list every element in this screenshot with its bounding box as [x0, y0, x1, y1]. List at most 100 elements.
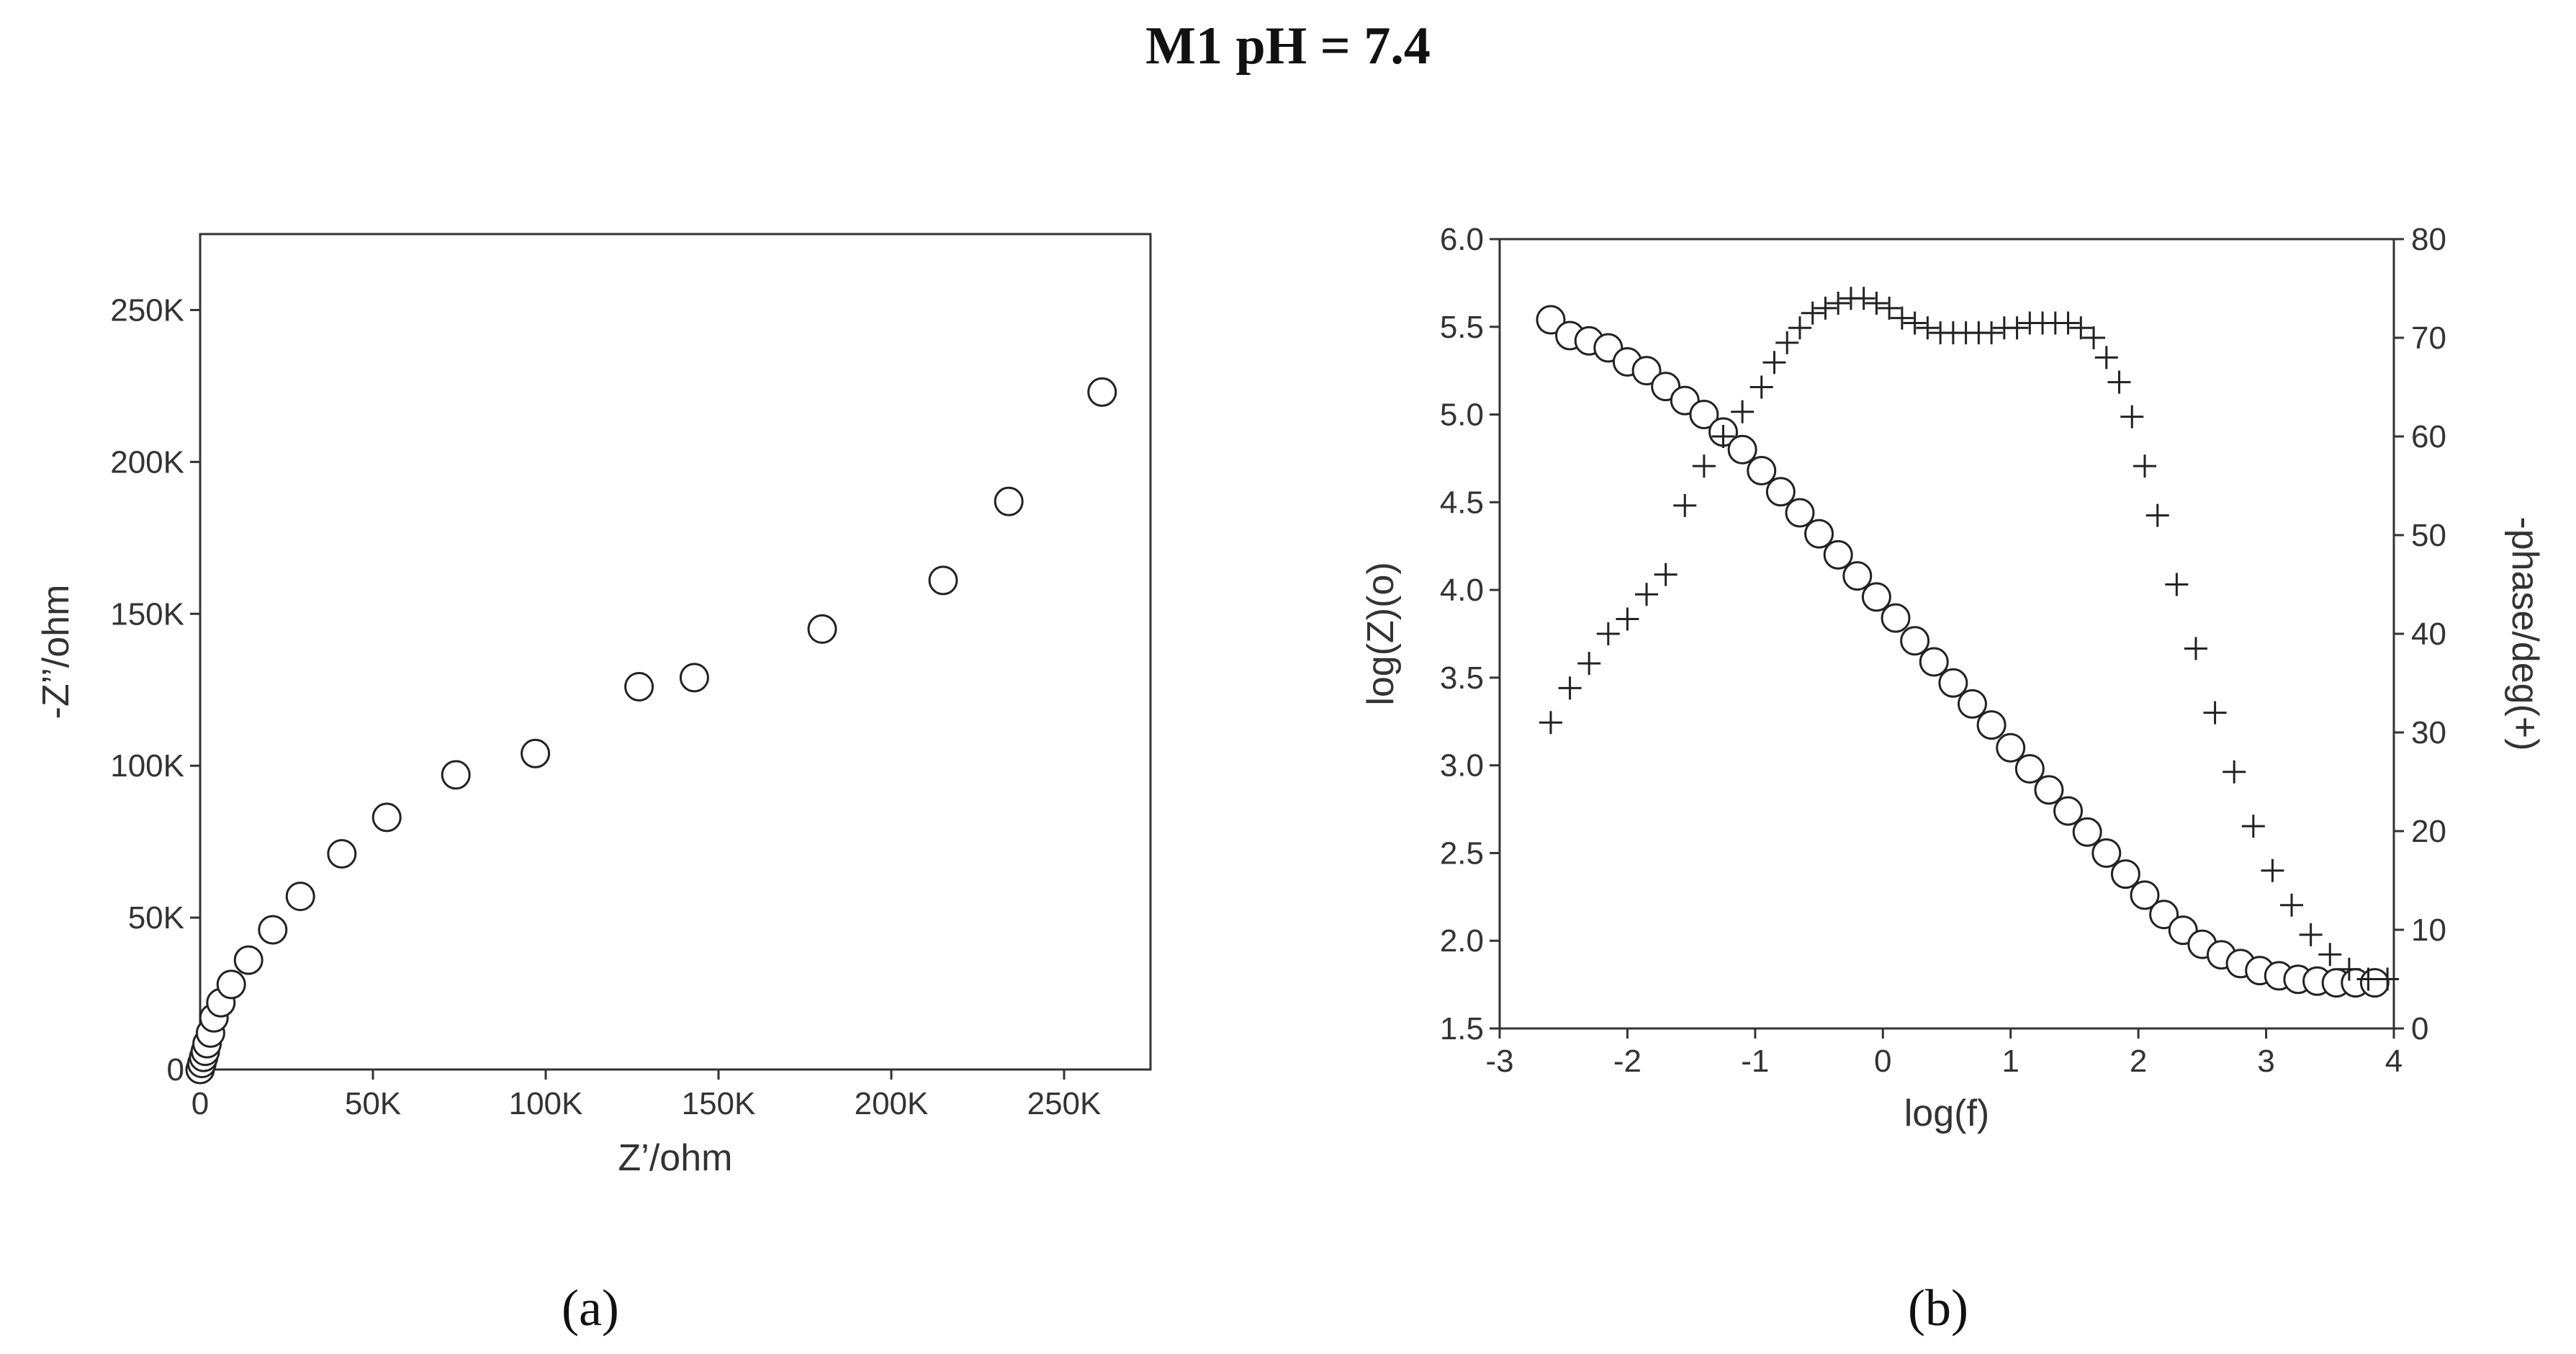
data-point-phase: [1596, 622, 1620, 645]
data-point-phase: [2203, 701, 2227, 725]
ticks-b: -3 -2 -1 0 1 2 3 4 1.5 2.0 2.5 3.0 3.5 4.0 4.5 5.0 5.5 6.…: [1440, 222, 2446, 1079]
data-point-phase: [1852, 287, 1875, 310]
data-point-phase: [1762, 351, 1786, 375]
data-point-phase: [2376, 967, 2400, 991]
y-tick-label-a: 50K: [128, 900, 184, 936]
x-tick-label-b: 2: [2130, 1044, 2147, 1079]
data-point-logz: [1938, 668, 1968, 698]
data-point-phase: [1692, 454, 1716, 478]
data-point-phase: [1890, 306, 1914, 330]
data-point-a: [216, 969, 246, 1000]
data-point-logz: [1747, 455, 1777, 485]
data-point-phase: [1731, 400, 1755, 423]
y-tick-label-a: 150K: [110, 596, 184, 632]
data-point-logz: [2091, 838, 2122, 868]
data-points-b: [1536, 287, 2400, 998]
data-points-a: [185, 377, 1117, 1085]
data-point-phase: [1878, 296, 1901, 320]
data-point-phase: [2145, 503, 2169, 527]
data-point-a: [521, 738, 551, 768]
y2-tick-label-b: 10: [2411, 913, 2446, 948]
data-point-a: [679, 663, 709, 693]
data-point-a: [928, 565, 958, 596]
data-point-a: [807, 614, 837, 644]
chart-panel-b: -3 -2 -1 0 1 2 3 4 1.5 2.0 2.5 3.0 3.5 4.0 4.5 5.0 5.5 6.…: [1360, 222, 2546, 1134]
data-point-logz: [2359, 968, 2390, 998]
data-point-logz: [1996, 732, 2026, 763]
data-point-logz: [1976, 710, 2007, 740]
y2-tick-label-b: 20: [2411, 814, 2446, 849]
data-point-phase: [1539, 711, 1562, 735]
data-point-phase: [2299, 923, 2323, 946]
data-point-phase: [1711, 425, 1735, 448]
data-point-a: [441, 760, 471, 790]
data-point-a: [233, 945, 264, 975]
chart-panel-a: 0 50K 100K 150K 200K 250K 0 50K 100K 150K 200K 250K…: [35, 233, 1152, 1179]
data-point-a: [258, 915, 288, 945]
y2-tick-label-b: 60: [2411, 419, 2446, 454]
data-point-phase: [1775, 331, 1799, 354]
data-point-logz: [1785, 498, 1815, 528]
data-point-phase: [1801, 301, 1824, 325]
data-point-phase: [1916, 316, 1940, 340]
x-tick-label-a: 50K: [345, 1086, 401, 1121]
x-tick-label-a: 100K: [509, 1086, 583, 1121]
data-point-phase: [1827, 292, 1850, 315]
figure-title: M1 pH = 7.4: [1145, 17, 1431, 76]
y-tick-label-a: 100K: [110, 748, 184, 784]
data-point-phase: [1616, 607, 1639, 631]
data-point-logz: [1881, 603, 1911, 633]
data-point-logz: [1919, 647, 1949, 677]
data-point-phase: [1865, 292, 1888, 315]
data-point-phase: [1635, 583, 1659, 606]
data-point-phase: [1903, 311, 1927, 335]
plot-frame-a: [199, 233, 1152, 1071]
data-point-phase: [2184, 637, 2207, 660]
data-point-logz: [2130, 880, 2160, 910]
data-point-logz: [1957, 689, 1987, 719]
data-point-logz: [1842, 561, 1873, 591]
data-point-phase: [2120, 405, 2144, 429]
data-point-logz: [1727, 434, 1757, 465]
data-point-logz: [1804, 519, 1834, 549]
data-point-phase: [2069, 316, 2093, 340]
data-point-phase: [2223, 760, 2246, 784]
y-tick-label-b: 4.0: [1440, 573, 1484, 608]
data-point-logz: [1631, 356, 1662, 386]
y2-tick-label-b: 0: [2411, 1011, 2428, 1046]
x-tick-label-b: -2: [1613, 1044, 1641, 1079]
x-tick-label-b: -1: [1741, 1044, 1769, 1079]
x-tick-label-b: -3: [1485, 1044, 1513, 1079]
data-point-phase: [2082, 326, 2106, 349]
data-point-phase: [1749, 375, 1773, 399]
data-point-phase: [2337, 957, 2361, 981]
data-point-logz: [2034, 775, 2064, 805]
x-tick-label-b: 3: [2257, 1044, 2274, 1079]
data-point-phase: [2133, 454, 2157, 478]
x-tick-label-b: 0: [1874, 1044, 1891, 1079]
data-point-phase: [2094, 346, 2118, 369]
data-point-phase: [1788, 316, 1811, 340]
data-point-logz: [1536, 305, 1566, 335]
data-point-logz: [1765, 477, 1796, 507]
data-point-a: [624, 672, 654, 702]
y-axis-title-a: -Z’’/ohm: [35, 585, 77, 719]
y-tick-label-a: 0: [167, 1052, 184, 1088]
y-tick-label-b: 1.5: [1440, 1011, 1484, 1046]
data-point-phase: [2280, 893, 2304, 917]
y2-tick-label-b: 40: [2411, 617, 2446, 652]
x-tick-label-a: 150K: [682, 1086, 756, 1121]
y2-tick-label-b: 80: [2411, 222, 2446, 257]
data-point-phase: [2261, 858, 2284, 882]
data-point-a: [327, 839, 357, 869]
y2-tick-label-b: 50: [2411, 518, 2446, 553]
data-point-phase: [2318, 943, 2342, 967]
data-point-a: [1087, 377, 1117, 407]
x-tick-label-b: 1: [2001, 1044, 2019, 1079]
data-point-logz: [1689, 400, 1719, 430]
data-point-phase: [2107, 370, 2131, 394]
data-point-phase: [2005, 316, 2029, 340]
data-point-phase: [2056, 311, 2080, 335]
y-tick-label-a: 200K: [110, 444, 184, 480]
